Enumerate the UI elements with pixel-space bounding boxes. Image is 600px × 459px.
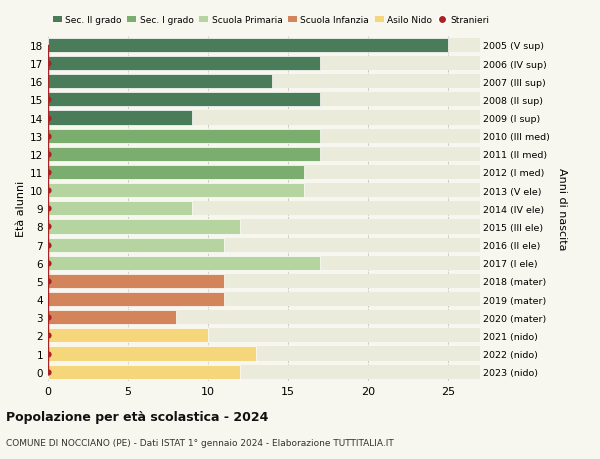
Bar xyxy=(48,111,192,125)
Bar xyxy=(48,93,480,107)
Bar xyxy=(48,310,480,325)
Bar xyxy=(48,274,480,288)
Bar xyxy=(48,184,480,198)
Y-axis label: Età alunni: Età alunni xyxy=(16,181,26,237)
Bar xyxy=(48,184,304,198)
Bar xyxy=(48,238,224,252)
Bar xyxy=(48,347,256,361)
Bar xyxy=(48,220,480,234)
Bar xyxy=(48,256,320,270)
Bar xyxy=(48,147,320,162)
Bar xyxy=(48,329,480,343)
Text: Popolazione per età scolastica - 2024: Popolazione per età scolastica - 2024 xyxy=(6,410,268,423)
Bar xyxy=(48,166,304,179)
Bar xyxy=(48,329,208,343)
Bar xyxy=(48,75,480,89)
Bar xyxy=(48,292,480,307)
Bar xyxy=(48,310,176,325)
Text: COMUNE DI NOCCIANO (PE) - Dati ISTAT 1° gennaio 2024 - Elaborazione TUTTITALIA.I: COMUNE DI NOCCIANO (PE) - Dati ISTAT 1° … xyxy=(6,438,394,447)
Bar xyxy=(48,256,480,270)
Bar xyxy=(48,220,240,234)
Bar xyxy=(48,202,480,216)
Bar xyxy=(48,147,480,162)
Y-axis label: Anni di nascita: Anni di nascita xyxy=(557,168,566,250)
Legend: Sec. II grado, Sec. I grado, Scuola Primaria, Scuola Infanzia, Asilo Nido, Stran: Sec. II grado, Sec. I grado, Scuola Prim… xyxy=(53,17,490,25)
Bar xyxy=(48,202,192,216)
Bar xyxy=(48,347,480,361)
Bar xyxy=(48,129,320,143)
Bar xyxy=(48,238,480,252)
Bar xyxy=(48,274,224,288)
Bar xyxy=(48,166,480,179)
Bar xyxy=(48,292,224,307)
Bar xyxy=(48,39,448,53)
Bar xyxy=(48,111,480,125)
Bar xyxy=(48,57,320,71)
Bar xyxy=(48,75,272,89)
Bar xyxy=(48,365,240,379)
Bar xyxy=(48,365,480,379)
Bar xyxy=(48,93,320,107)
Bar xyxy=(48,57,480,71)
Bar xyxy=(48,129,480,143)
Bar xyxy=(48,39,480,53)
